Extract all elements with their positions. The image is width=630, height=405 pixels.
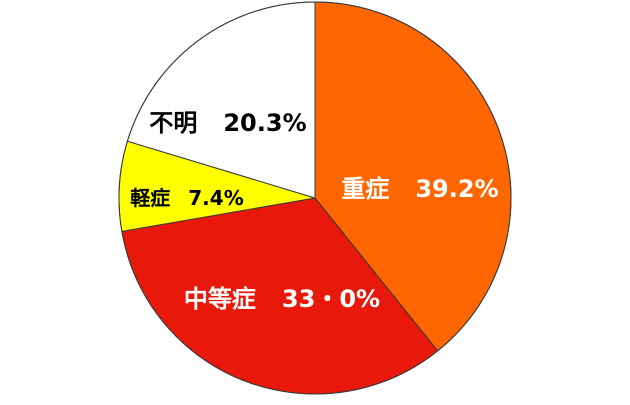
pie-label-mild: 軽症 7.4%: [130, 186, 243, 210]
pie-outline: [118, 1, 512, 395]
pie-label-name: 重症: [341, 175, 389, 203]
pie-label-value: 33・0%: [282, 285, 380, 313]
pie-label-name: 不明: [149, 109, 197, 137]
pie-label-moderate: 中等症 33・0%: [184, 285, 380, 313]
pie-label-name: 軽症: [130, 186, 170, 210]
pie-labels: 重症 39.2% 中等症 33・0% 軽症 7.4% 不明 20.3%: [130, 109, 498, 313]
pie-label-unknown: 不明 20.3%: [149, 109, 306, 137]
pie-slices: [118, 1, 512, 395]
pie-label-name: 中等症: [184, 285, 256, 313]
pie-label-value: 7.4%: [188, 186, 243, 210]
pie-label-value: 39.2%: [415, 175, 498, 203]
pie-label-severe: 重症 39.2%: [341, 175, 498, 203]
pie-label-value: 20.3%: [223, 109, 306, 137]
